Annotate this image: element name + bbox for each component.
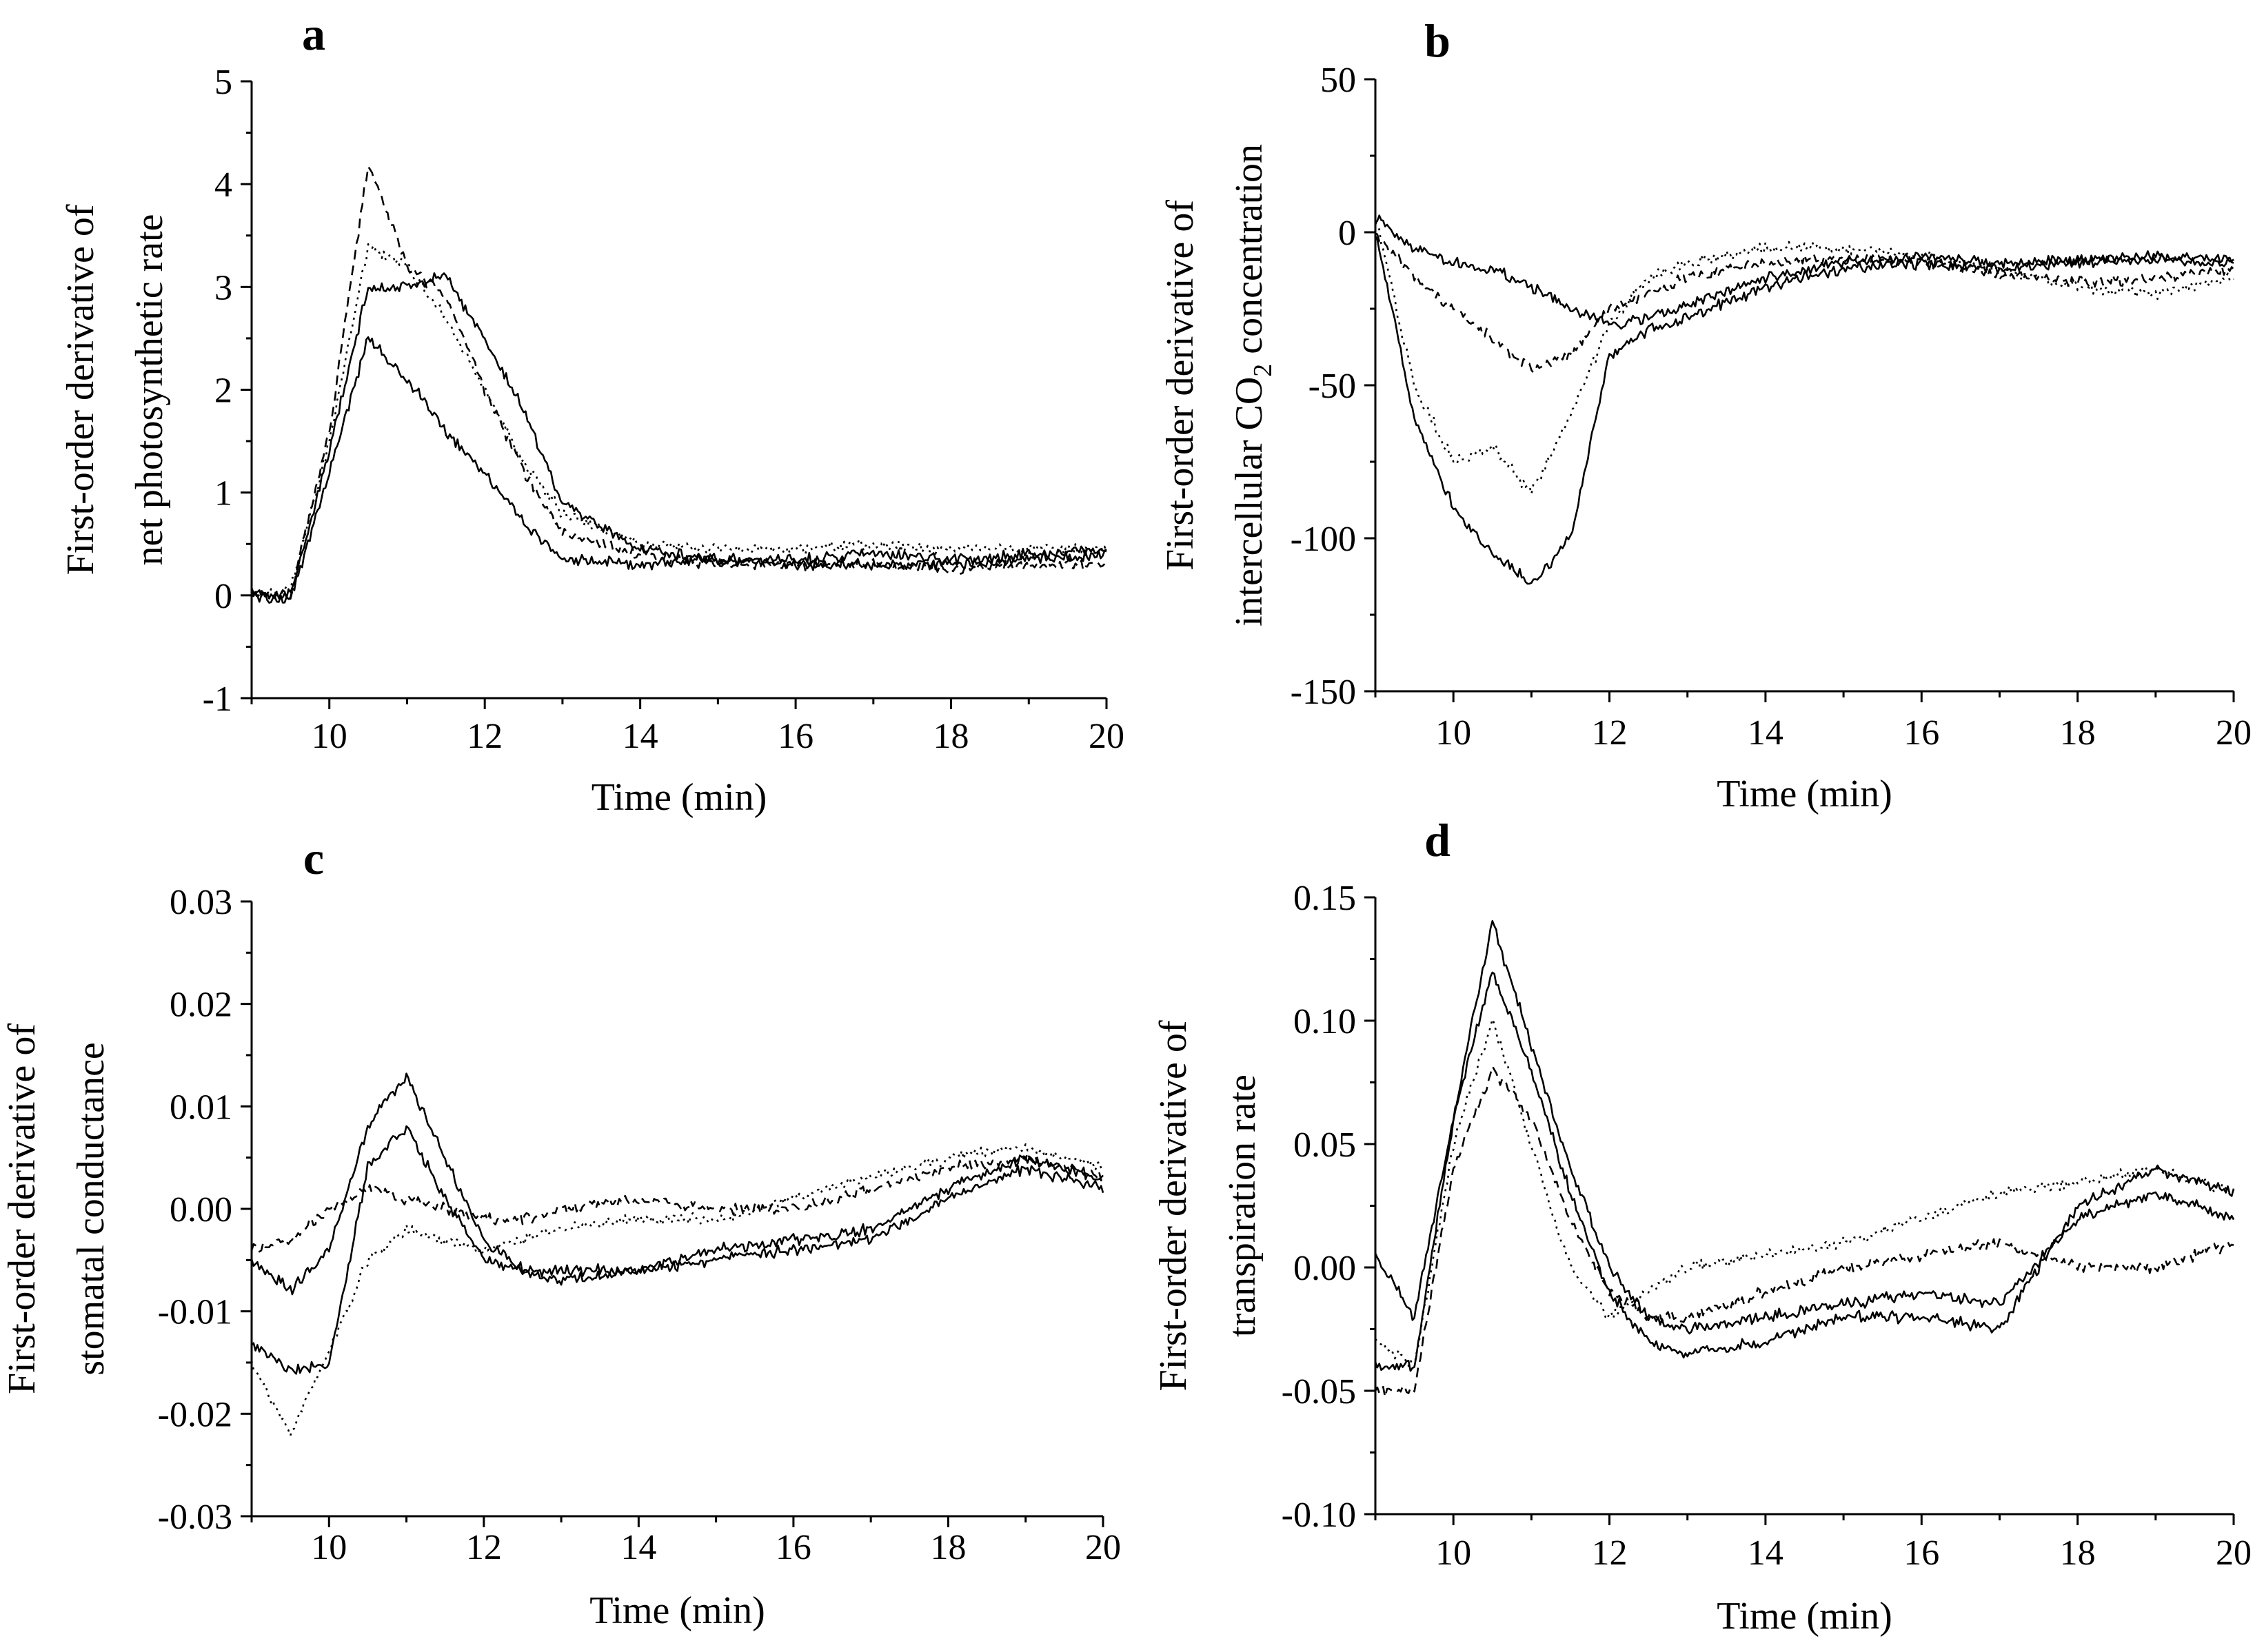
series-line-3 [1375,232,2235,374]
x-tick-label: 10 [311,1528,347,1567]
y-tick-label: -50 [1308,367,1356,406]
x-tick-label: 12 [466,1528,502,1567]
series-line-2 [250,272,1107,600]
y-tick-label: 0.05 [1293,1125,1356,1165]
y-axis-title-line-1: First-order derivative of [59,204,102,575]
x-axis-title: Time (min) [592,776,767,819]
y-tick-label: 1 [214,474,232,513]
y-tick-label: -100 [1291,520,1356,559]
y-tick-label: 0.15 [1293,879,1356,918]
series-line-4 [251,243,1108,599]
x-axis-title: Time (min) [1717,1595,1892,1638]
x-tick-label: 10 [1435,713,1471,753]
series-line-2 [251,1125,1104,1375]
x-tick-label: 20 [2216,1533,2252,1573]
x-tick-label: 14 [1748,713,1783,753]
x-tick-label: 18 [2060,1533,2096,1573]
series-line-4 [1374,222,2234,495]
y-tick-label: 0 [1338,214,1356,253]
panel-label-a: a [302,8,325,60]
chart-c-stomatal-conductance: -0.03 -0.02 -0.01 0.00 0.01 0.02 0.03 10 12 14 16 1… [1,883,1121,1632]
panel-label-d: d [1424,814,1451,866]
y-tick-label: -0.10 [1282,1496,1356,1535]
y-tick-label: -0.03 [158,1498,232,1537]
y-tick-label: -0.01 [158,1293,232,1332]
y-axis-title-line-2: intercellular CO2 concentration [1228,144,1277,626]
y-axis-title-line-2: stomatal conductance [70,1042,112,1376]
y-tick-label: 0.10 [1293,1002,1356,1041]
x-tick-label: 16 [1903,1533,1939,1573]
x-tick-label: 20 [1089,717,1124,756]
x-tick-label: 12 [1592,1533,1628,1573]
x-tick-label: 18 [930,1528,966,1567]
x-tick-label: 12 [467,717,503,756]
y-axis-title-line-2: net photosynthetic rate [128,214,171,565]
y-tick-label: 0.03 [170,883,232,922]
y-tick-label: 0.01 [170,1088,232,1127]
x-tick-label: 20 [1085,1528,1121,1567]
chart-b-intercellular-co2: -150 -100 -50 0 50 10 12 14 16 18 20 Time (min) Firs… [1159,61,2252,815]
x-tick-label: 14 [1748,1533,1783,1573]
series-line-1 [250,1072,1104,1296]
x-axis-title: Time (min) [589,1589,765,1632]
series-line-3 [250,1151,1104,1253]
y-axis-title-line-1: First-order derivative of [1152,1020,1195,1391]
series-line-1 [1374,920,2235,1335]
y-axis-title-line-1: First-order derivative of [1,1023,43,1394]
series-line-4 [250,1143,1104,1437]
y-tick-label: -1 [203,680,232,719]
y-tick-label: 0.00 [1293,1249,1356,1288]
panel-label-b: b [1424,14,1451,67]
y-tick-label: -150 [1291,673,1356,712]
x-axis-title: Time (min) [1717,773,1892,815]
series-line-2 [1374,971,2235,1372]
series-line-3 [250,165,1108,600]
series-line-3 [1374,1065,2234,1398]
y-tick-label: 2 [214,371,232,411]
chart-d-transpiration-rate: -0.10 -0.05 0.00 0.05 0.10 0.15 10 12 14 16 18 20 Ti… [1152,879,2252,1638]
panel-label-c: c [303,832,324,884]
y-tick-label: 50 [1320,61,1356,100]
x-tick-label: 14 [620,1528,656,1567]
y-tick-label: 5 [214,63,232,102]
x-tick-label: 12 [1592,713,1628,753]
x-tick-label: 18 [933,717,969,756]
y-tick-label: 0 [214,577,232,616]
y-axis-title-line-1: First-order derivative of [1159,200,1202,571]
y-tick-label: 4 [214,165,232,205]
y-tick-label: 0.02 [170,986,232,1025]
x-tick-label: 16 [778,717,813,756]
y-tick-label: 3 [214,268,232,307]
x-tick-label: 14 [623,717,658,756]
y-tick-label: -0.05 [1282,1372,1356,1411]
x-tick-label: 16 [776,1528,811,1567]
x-tick-label: 18 [2060,713,2096,753]
x-tick-label: 20 [2216,713,2252,753]
x-tick-label: 10 [312,717,347,756]
series-line-2 [1374,235,2234,585]
y-tick-label: 0.00 [170,1190,232,1230]
x-tick-label: 10 [1435,1533,1471,1573]
x-tick-label: 16 [1903,713,1939,753]
y-axis-title-line-2: transpiration rate [1221,1074,1264,1337]
y-tick-label: -0.02 [158,1395,232,1434]
